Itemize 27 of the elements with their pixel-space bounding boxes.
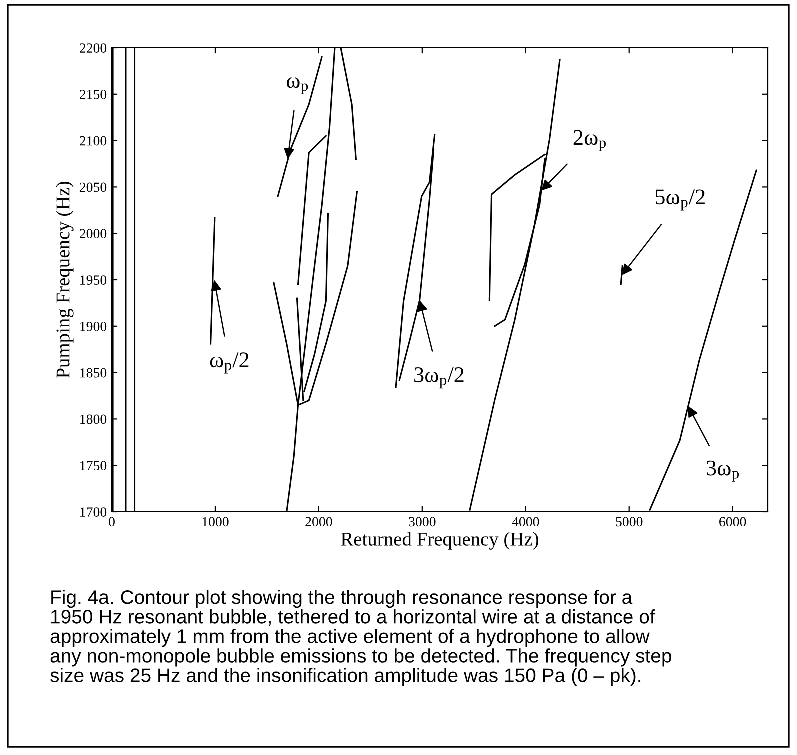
- y-tick-label: 1850: [80, 368, 107, 378]
- caption: Fig. 4a. Contour plot showing the through resonance response for a 1950 Hz resonant bubble, tethered to a horizontal wire at a distance of approximately 1 mm from the active element of a hydrophone to allow any non-monopole bubble emissions to be detected. The frequency step size was 25 Hz and the insonification amplitude was 150 Pa (0 – pk).: [50, 590, 672, 686]
- x-axis-title: Returned Frequency (Hz): [341, 532, 538, 550]
- x-tick-label: 0: [109, 517, 115, 527]
- y-tick-label: 2200: [80, 44, 107, 53]
- y-tick-label: 1750: [80, 461, 107, 471]
- y-axis-title: Pumping Frequency (Hz): [56, 182, 74, 378]
- y-tick-label: 2000: [80, 229, 107, 239]
- x-tick-label: 5000: [616, 517, 643, 527]
- x-tick-label: 1000: [202, 517, 229, 527]
- x-tick-label: 2000: [306, 517, 332, 527]
- y-tick-label: 2100: [80, 136, 107, 146]
- x-tick-label: 3000: [409, 517, 436, 527]
- annotation: 3ω$_{p}$/2: [414, 368, 464, 389]
- annotation: ω$_{p}$: [286, 78, 308, 94]
- x-tick-label: 6000: [720, 517, 746, 527]
- annotation: 5ω$_{p}$/2: [656, 190, 705, 211]
- annotation: ω$_{p}$/2: [210, 352, 249, 374]
- annotation: 3ω$_{p}$: [707, 460, 740, 482]
- y-tick-label: 2150: [80, 90, 107, 100]
- y-tick-label: 1800: [80, 414, 107, 424]
- y-tick-label: 1900: [80, 322, 107, 332]
- y-tick-label: 1700: [80, 508, 107, 517]
- x-tick-label: 4000: [512, 517, 540, 527]
- y-tick-label: 2050: [80, 182, 107, 192]
- annotation: 2ω$_{p}$: [574, 130, 606, 152]
- y-tick-label: 1950: [80, 276, 107, 285]
